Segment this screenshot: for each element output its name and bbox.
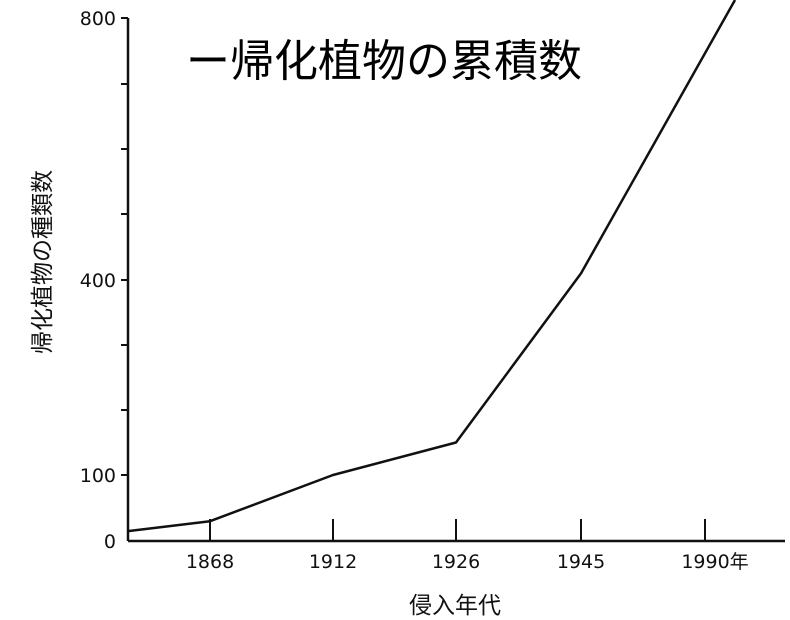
x-axis-title: 侵入年代 <box>409 593 501 619</box>
x-axis-ticks: 1868 1912 1926 1945 1990年 <box>186 519 749 573</box>
y-tick-label: 400 <box>80 270 116 292</box>
y-axis-ticks: 0 100 400 800 <box>80 8 128 553</box>
y-axis-title: 帰化植物の種類数 <box>30 170 56 354</box>
x-tick-label: 1945 <box>557 551 605 573</box>
chart-title: ー帰化植物の累積数 <box>186 36 582 87</box>
y-tick-label: 100 <box>80 465 116 487</box>
x-tick-label: 1990年 <box>681 551 748 573</box>
axes <box>126 18 785 543</box>
y-tick-label: 0 <box>104 531 116 553</box>
x-tick-label: 1926 <box>432 551 480 573</box>
y-tick-label: 800 <box>80 8 116 30</box>
series-line <box>127 0 737 533</box>
x-tick-label: 1868 <box>186 551 234 573</box>
x-tick-label: 1912 <box>309 551 357 573</box>
series-group <box>127 0 737 533</box>
